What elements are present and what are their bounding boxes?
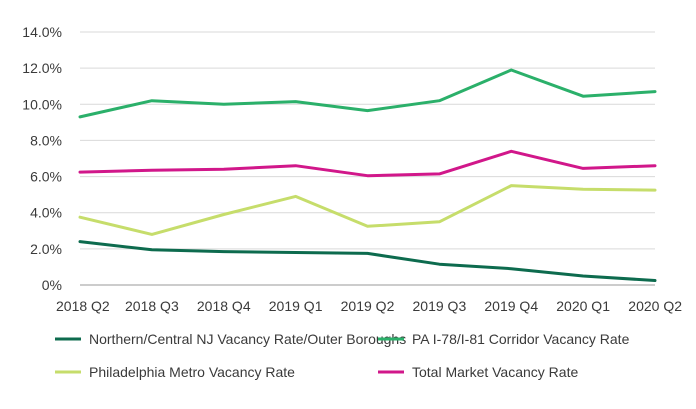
legend: Northern/Central NJ Vacancy Rate/Outer B… bbox=[55, 331, 630, 380]
grid-lines bbox=[80, 31, 655, 250]
y-tick-label: 14.0% bbox=[22, 24, 62, 40]
x-tick-label: 2018 Q3 bbox=[125, 298, 179, 314]
series-line-3 bbox=[78, 149, 657, 178]
legend-label-2: Philadelphia Metro Vacancy Rate bbox=[89, 364, 295, 380]
y-tick-label: 2.0% bbox=[30, 241, 62, 257]
series-lines bbox=[78, 68, 657, 282]
x-tick-label: 2019 Q4 bbox=[484, 298, 538, 314]
y-tick-label: 0% bbox=[42, 277, 62, 293]
series-line-1 bbox=[78, 68, 657, 119]
y-tick-label: 10.0% bbox=[22, 96, 62, 112]
y-tick-label: 4.0% bbox=[30, 205, 62, 221]
y-tick-labels: 0% 2.0% 4.0% 6.0% 8.0% 10.0% 12.0% 14.0% bbox=[22, 24, 62, 293]
y-tick-label: 12.0% bbox=[22, 60, 62, 76]
x-tick-label: 2020 Q1 bbox=[556, 298, 610, 314]
legend-label-3: Total Market Vacancy Rate bbox=[412, 364, 578, 380]
x-tick-labels: 2018 Q2 2018 Q3 2018 Q4 2019 Q1 2019 Q2 2019 … bbox=[56, 298, 682, 314]
x-tick-label: 2018 Q4 bbox=[197, 298, 251, 314]
y-tick-label: 8.0% bbox=[30, 132, 62, 148]
x-tick-label: 2020 Q2 bbox=[628, 298, 682, 314]
series-line-0 bbox=[78, 240, 657, 282]
legend-label-1: PA I-78/I-81 Corridor Vacancy Rate bbox=[412, 331, 630, 347]
x-tick-label: 2019 Q3 bbox=[413, 298, 467, 314]
y-tick-label: 6.0% bbox=[30, 169, 62, 185]
x-tick-label: 2019 Q1 bbox=[269, 298, 323, 314]
series-line-2 bbox=[78, 184, 657, 236]
legend-label-0: Northern/Central NJ Vacancy Rate/Outer B… bbox=[89, 331, 406, 347]
x-tick-label: 2018 Q2 bbox=[56, 298, 110, 314]
x-tick-label: 2019 Q2 bbox=[341, 298, 395, 314]
